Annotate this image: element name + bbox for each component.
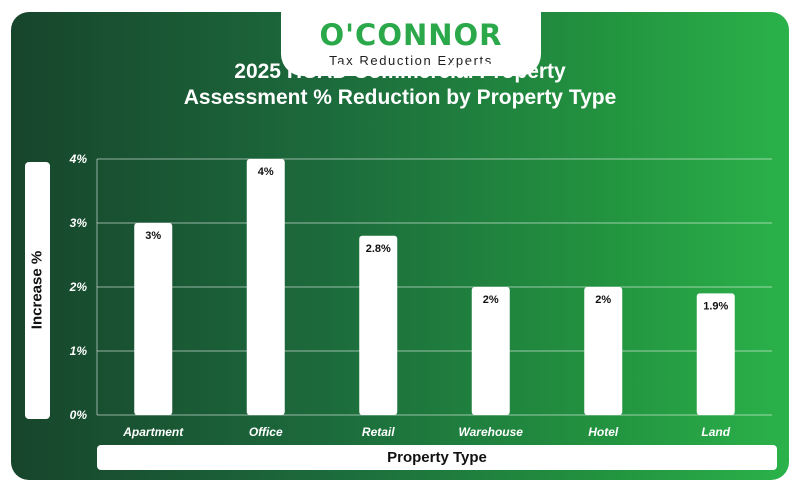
data-label: 3% xyxy=(145,230,161,242)
bar xyxy=(359,235,398,415)
bar xyxy=(584,287,623,415)
data-label: 4% xyxy=(258,166,274,178)
chart-title-line2: Assessment % Reduction by Property Type xyxy=(183,86,617,109)
bar xyxy=(246,159,285,415)
x-tick-label: Warehouse xyxy=(459,425,524,439)
y-tick-label: 4% xyxy=(69,152,88,166)
data-label: 2.8% xyxy=(366,243,391,255)
bar xyxy=(134,223,173,415)
brand-name: O'CONNOR xyxy=(319,18,503,52)
brand-tagline: Tax Reduction Experts xyxy=(329,53,493,68)
brand-logo: O'CONNOR Tax Reduction Experts xyxy=(281,12,541,76)
y-tick-label: 2% xyxy=(69,280,88,294)
x-tick-label: Hotel xyxy=(588,425,619,439)
data-label: 2% xyxy=(595,294,611,306)
data-label: 2% xyxy=(483,294,499,306)
x-axis-label: Property Type xyxy=(387,449,487,466)
data-label: 1.9% xyxy=(703,300,728,312)
x-tick-label: Office xyxy=(249,425,283,439)
bar xyxy=(471,287,510,415)
y-tick-label: 1% xyxy=(70,344,88,358)
y-tick-label: 3% xyxy=(70,216,88,230)
chart-title-line1: 2025 HCAD Commercial Property xyxy=(234,60,566,83)
y-tick-label: 0% xyxy=(70,408,88,422)
bar xyxy=(696,293,735,415)
x-tick-label: Retail xyxy=(362,425,395,439)
x-tick-label: Apartment xyxy=(122,425,184,439)
x-axis-label-box xyxy=(97,445,777,470)
y-axis-label-box xyxy=(25,162,50,419)
x-tick-label: Land xyxy=(701,425,730,439)
